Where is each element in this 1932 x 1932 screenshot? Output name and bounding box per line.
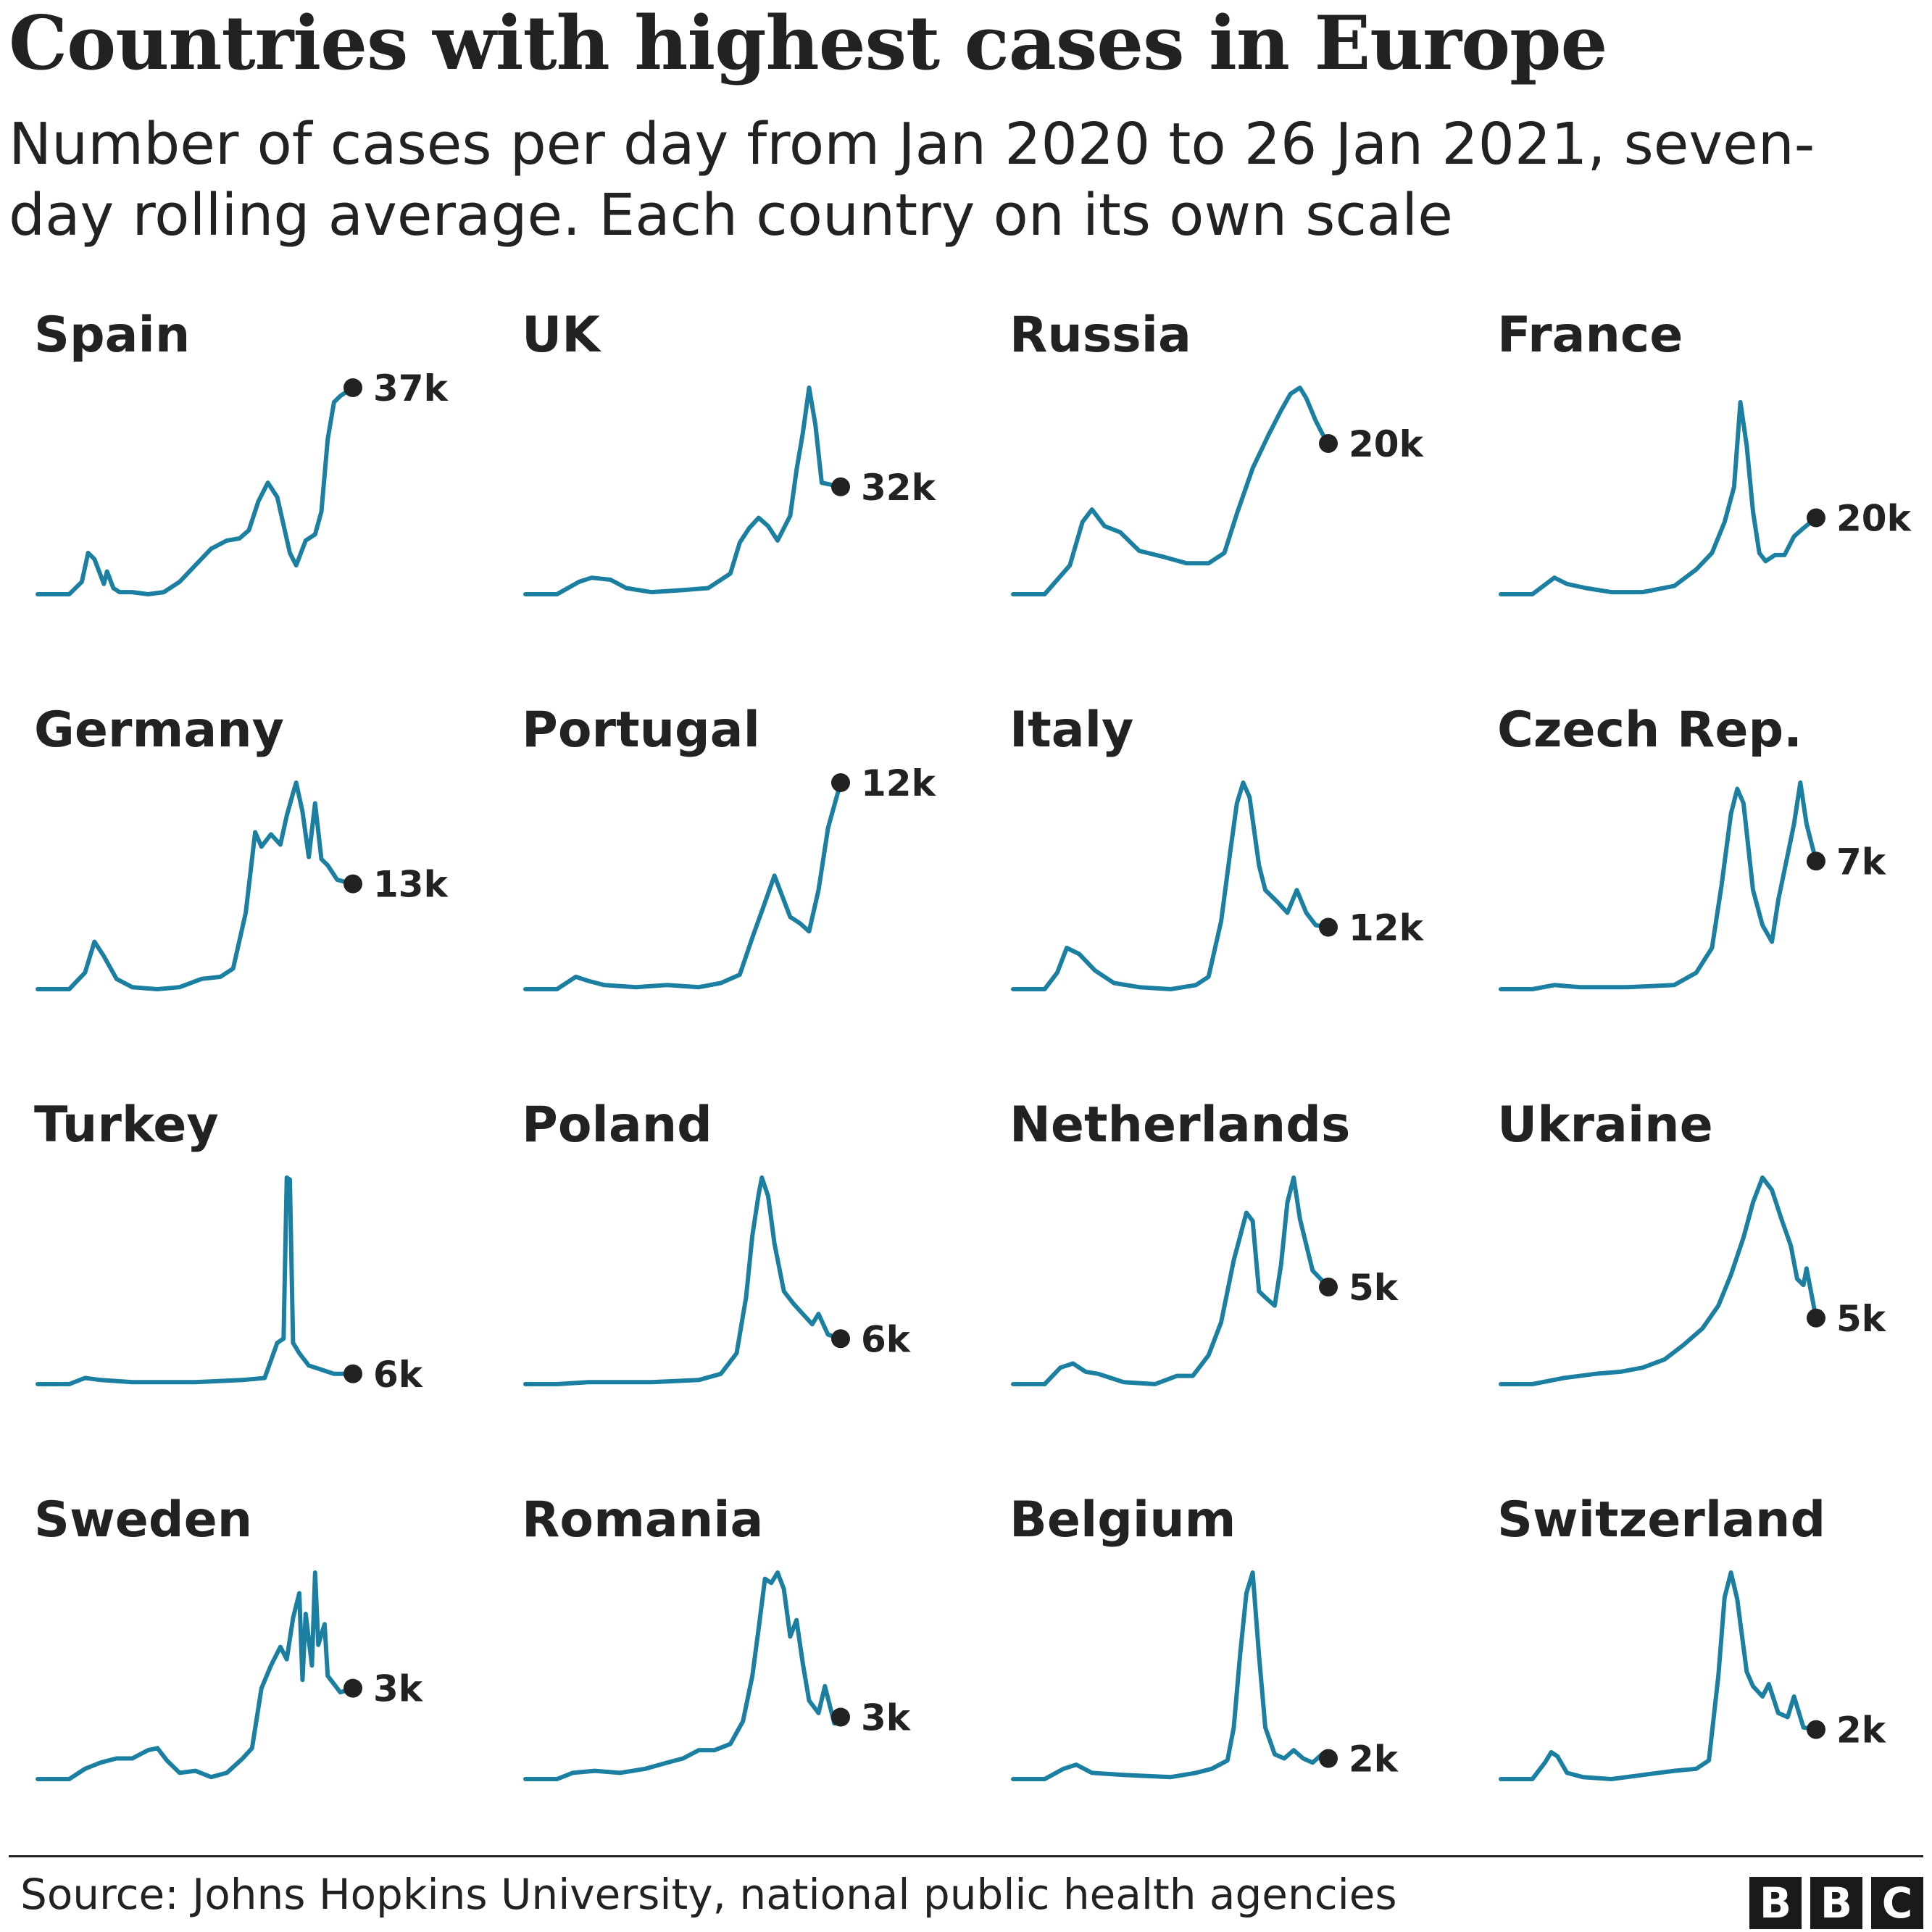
- latest-value-label: 6k: [861, 1318, 912, 1360]
- latest-value-dot: [831, 773, 850, 792]
- country-chart-belgium: Belgium 2k: [1009, 1491, 1399, 1781]
- latest-value-dot: [1319, 1278, 1338, 1297]
- latest-value-label: 20k: [1836, 498, 1912, 540]
- country-label: Romania: [522, 1491, 763, 1549]
- cases-line: [523, 1175, 843, 1386]
- latest-value-label: 7k: [1836, 841, 1887, 883]
- country-label: Portugal: [522, 701, 760, 759]
- country-chart-czech-rep: Czech Rep. 7k: [1497, 701, 1887, 991]
- cases-line: [36, 386, 355, 596]
- latest-value-dot: [1807, 852, 1825, 871]
- country-chart-ukraine: Ukraine 5k: [1497, 1096, 1887, 1386]
- latest-value-label: 5k: [1836, 1298, 1887, 1340]
- bbc-logo-letter: B: [1810, 1877, 1862, 1929]
- country-label: Italy: [1009, 701, 1133, 759]
- cases-line: [523, 1570, 843, 1781]
- latest-value-label: 3k: [373, 1668, 424, 1710]
- country-label: Switzerland: [1497, 1491, 1825, 1549]
- latest-value-label: 3k: [861, 1697, 912, 1739]
- source-note: Source: Johns Hopkins University, nation…: [20, 1870, 1397, 1919]
- latest-value-dot: [1319, 433, 1338, 453]
- latest-value-dot: [1807, 1720, 1825, 1739]
- cases-line: [1499, 780, 1818, 991]
- latest-value-dot: [1319, 917, 1338, 937]
- latest-value-label: 32k: [861, 467, 937, 509]
- cases-line: [36, 1570, 355, 1781]
- country-chart-turkey: Turkey 6k: [34, 1096, 424, 1396]
- country-label: Ukraine: [1497, 1096, 1713, 1154]
- country-label: UK: [522, 307, 601, 364]
- country-chart-france: France 20k: [1497, 307, 1912, 596]
- latest-value-label: 5k: [1349, 1267, 1399, 1309]
- latest-value-dot: [1807, 508, 1825, 528]
- latest-value-dot: [343, 378, 362, 397]
- country-label: Spain: [34, 307, 190, 364]
- latest-value-label: 12k: [861, 762, 937, 804]
- cases-line: [36, 780, 355, 991]
- bbc-logo-letter: C: [1871, 1877, 1923, 1929]
- country-label: Belgium: [1009, 1491, 1236, 1549]
- latest-value-dot: [343, 1364, 362, 1383]
- country-label: France: [1497, 307, 1683, 364]
- latest-value-label: 2k: [1349, 1739, 1399, 1781]
- cases-line: [523, 386, 843, 596]
- cases-line: [1011, 1175, 1331, 1386]
- cases-line: [1499, 1570, 1818, 1781]
- latest-value-dot: [343, 874, 362, 894]
- latest-value-dot: [831, 477, 850, 496]
- small-multiples-grid: Spain 37k UK 32k Russia 20k France 20k Germany 13…: [34, 307, 1912, 1781]
- country-chart-romania: Romania 3k: [522, 1491, 912, 1781]
- country-label: Germany: [34, 701, 284, 759]
- latest-value-label: 13k: [373, 864, 449, 906]
- latest-value-label: 37k: [373, 367, 449, 409]
- latest-value-label: 2k: [1836, 1710, 1887, 1752]
- country-chart-portugal: Portugal 12k: [522, 701, 937, 991]
- cases-line: [1499, 1175, 1818, 1386]
- country-label: Netherlands: [1009, 1096, 1350, 1154]
- country-chart-uk: UK 32k: [522, 307, 937, 596]
- country-chart-germany: Germany 13k: [34, 701, 449, 991]
- chart-subtitle: Number of cases per day from Jan 2020 to…: [9, 111, 1815, 249]
- cases-line: [1011, 780, 1331, 991]
- latest-value-dot: [831, 1329, 850, 1349]
- country-label: Turkey: [34, 1096, 219, 1154]
- country-label: Czech Rep.: [1497, 701, 1802, 759]
- bbc-logo-letter: B: [1749, 1877, 1802, 1929]
- country-chart-spain: Spain 37k: [34, 307, 449, 596]
- latest-value-dot: [831, 1707, 850, 1727]
- country-chart-poland: Poland 6k: [522, 1096, 912, 1386]
- latest-value-label: 6k: [373, 1354, 424, 1396]
- bbc-logo: B B C: [1749, 1877, 1923, 1929]
- country-label: Poland: [522, 1096, 712, 1154]
- footer-divider: [9, 1855, 1923, 1857]
- cases-line: [36, 1175, 355, 1386]
- country-label: Russia: [1009, 307, 1191, 364]
- latest-value-label: 20k: [1349, 423, 1425, 465]
- cases-line: [523, 780, 843, 991]
- latest-value-dot: [1807, 1308, 1825, 1328]
- cases-line: [1011, 386, 1331, 596]
- country-chart-netherlands: Netherlands 5k: [1009, 1096, 1399, 1386]
- cases-line: [1499, 400, 1818, 596]
- country-chart-italy: Italy 12k: [1009, 701, 1425, 991]
- latest-value-label: 12k: [1349, 907, 1425, 949]
- country-chart-switzerland: Switzerland 2k: [1497, 1491, 1887, 1781]
- latest-value-dot: [343, 1678, 362, 1698]
- country-chart-russia: Russia 20k: [1009, 307, 1425, 596]
- country-chart-sweden: Sweden 3k: [34, 1491, 424, 1781]
- chart-title: Countries with highest cases in Europe: [9, 0, 1607, 87]
- country-label: Sweden: [34, 1491, 252, 1549]
- latest-value-dot: [1319, 1749, 1338, 1768]
- cases-line: [1011, 1570, 1331, 1781]
